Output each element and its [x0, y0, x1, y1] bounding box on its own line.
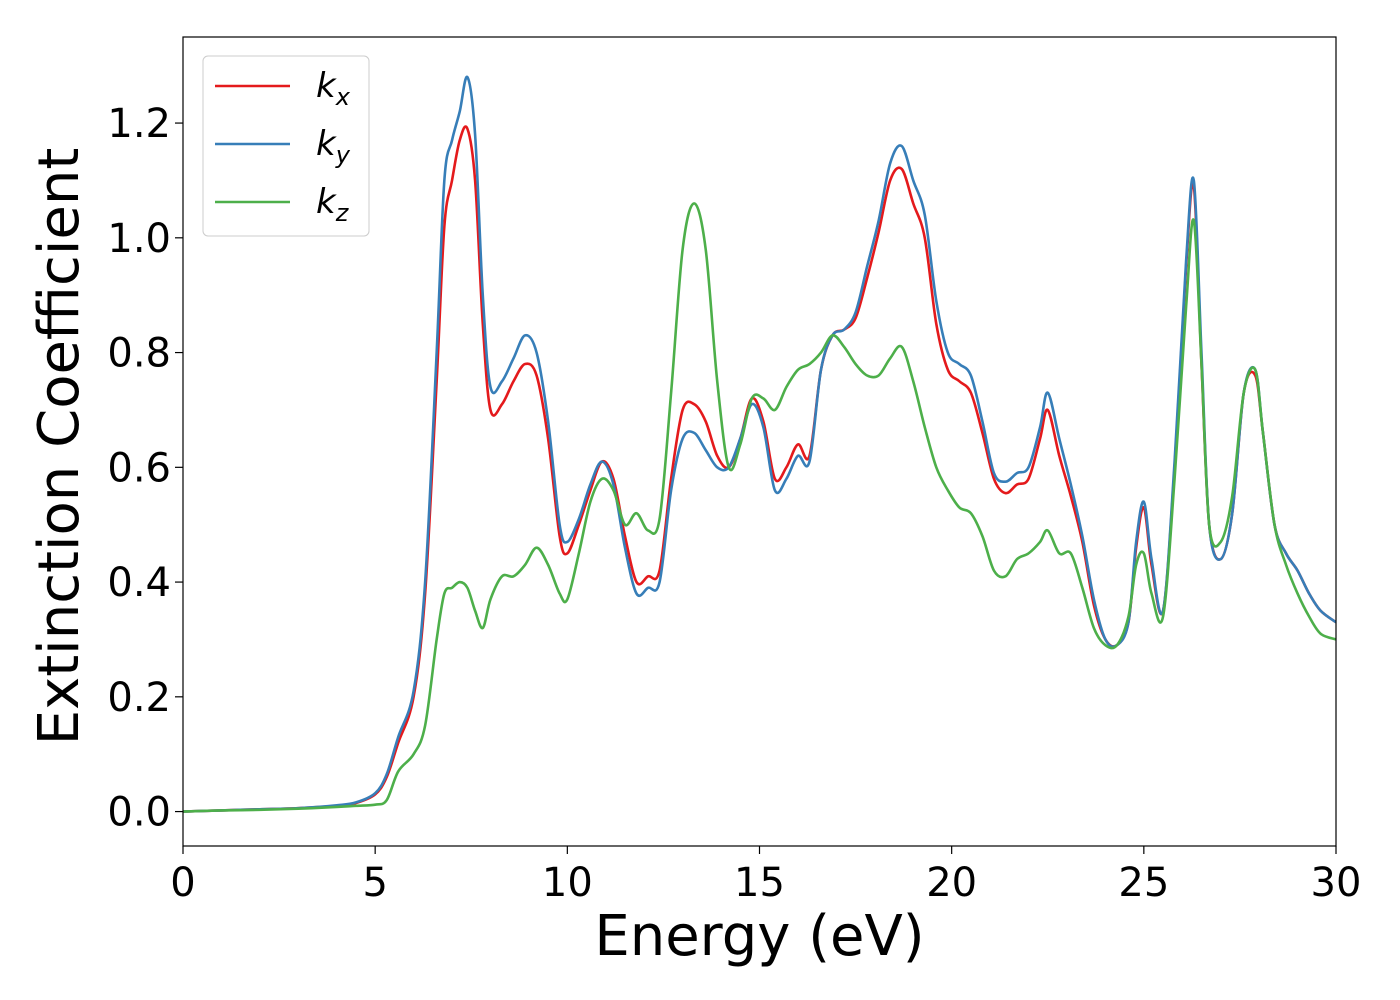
y-tick-label: 1.0 [107, 216, 171, 262]
x-tick-label: 10 [542, 860, 593, 906]
series-layer [183, 75, 1336, 813]
x-tick-label: 5 [362, 860, 387, 906]
legend-label-main: k [316, 66, 337, 106]
legend-label-kx: kx [316, 66, 351, 111]
legend-label-subscript: y [335, 141, 351, 169]
legend-label-subscript: z [335, 199, 350, 227]
legend-label-subscript: x [335, 83, 351, 111]
y-tick-label: 1.2 [107, 101, 171, 147]
x-tick-label: 30 [1311, 860, 1362, 906]
series-line-ky [183, 75, 1336, 813]
y-tick-label: 0.4 [107, 560, 171, 606]
y-axis-ticks: 0.0 0.2 0.4 0.6 0.8 1.0 1.2 [107, 101, 183, 836]
legend-label-ky: ky [316, 124, 351, 169]
legend-label-main: k [316, 124, 337, 164]
legend-label-main: k [316, 182, 337, 222]
y-tick-label: 0.0 [107, 790, 171, 836]
y-tick-label: 0.8 [107, 331, 171, 377]
x-tick-label: 25 [1118, 860, 1169, 906]
x-tick-label: 0 [170, 860, 195, 906]
y-tick-label: 0.6 [107, 445, 171, 491]
x-tick-label: 15 [734, 860, 785, 906]
y-tick-label: 0.2 [107, 675, 171, 721]
x-axis-title: Energy (eV) [594, 904, 924, 969]
y-axis-title: Extinction Coefficient [27, 148, 92, 746]
legend-box [202, 55, 370, 237]
legend-label-kz: kz [316, 182, 350, 227]
series-line-kz [183, 202, 1336, 813]
x-axis-ticks: 0 5 10 15 20 25 30 [170, 846, 1361, 906]
x-tick-label: 20 [926, 860, 977, 906]
